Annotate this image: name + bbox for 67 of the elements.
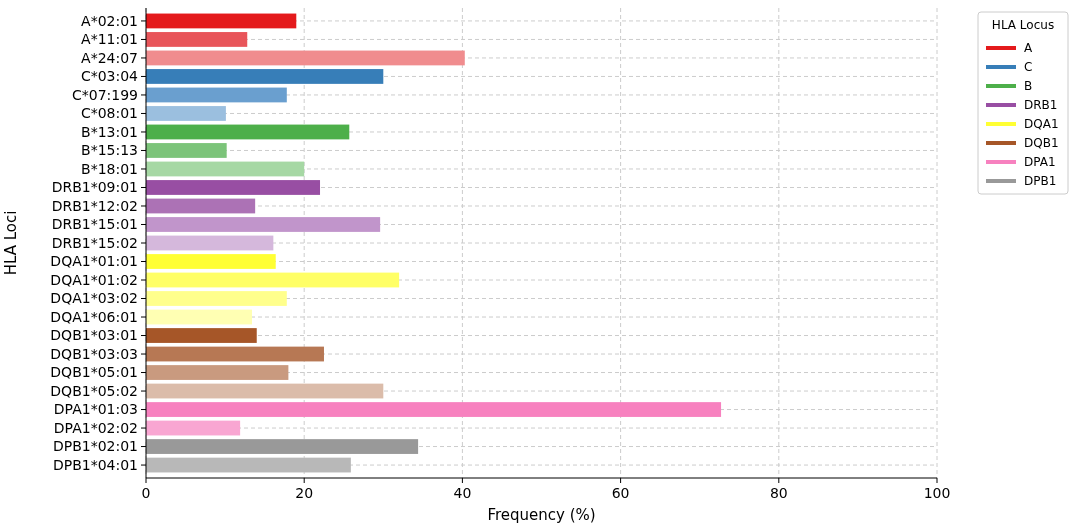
legend-title: HLA Locus [991, 18, 1055, 32]
bar [146, 365, 289, 380]
bar [146, 346, 324, 362]
legend-label: A [1024, 41, 1033, 56]
bar [146, 198, 256, 214]
y-tick-label: A*02:01 [81, 12, 138, 29]
x-axis-title: Frequency (%) [487, 506, 596, 524]
legend-label: B [1024, 79, 1033, 94]
bar [146, 161, 305, 177]
bar [146, 180, 321, 195]
legend-label: DQB1 [1024, 136, 1059, 151]
bar [146, 383, 384, 399]
y-tick-label: DPB1*04:01 [52, 456, 138, 473]
bar [146, 309, 252, 325]
bar [146, 69, 384, 84]
bar [146, 124, 350, 140]
legend-label: C [1024, 60, 1033, 75]
bar [146, 87, 287, 103]
y-tick-label: C*03:04 [80, 68, 139, 85]
bar [146, 50, 465, 66]
y-tick-label: DQB1*05:01 [50, 364, 138, 381]
y-tick-label: DQA1*03:02 [50, 290, 138, 307]
y-tick-label: DQA1*01:02 [50, 271, 138, 288]
y-tick-label: DPB1*02:01 [52, 438, 138, 455]
y-tick-label: DQB1*03:03 [50, 345, 138, 362]
bar [146, 402, 722, 417]
x-tick-label: 60 [611, 485, 630, 501]
y-tick-label: A*24:07 [81, 49, 138, 66]
y-tick-label: DPA1*02:02 [53, 419, 138, 436]
y-tick-label: DQB1*05:02 [50, 382, 138, 399]
bar [146, 254, 276, 269]
y-tick-label: A*11:01 [81, 31, 138, 48]
y-tick-label: DRB1*09:01 [51, 179, 138, 196]
bar [146, 457, 351, 473]
y-tick-label: B*15:13 [81, 142, 138, 159]
y-tick-label: DPA1*01:03 [53, 401, 138, 418]
y-tick-label: DRB1*12:02 [51, 197, 138, 214]
legend-label: DRB1 [1024, 98, 1058, 113]
y-tick-label: C*07:199 [71, 86, 138, 103]
y-tick-label: B*13:01 [81, 123, 138, 140]
x-tick-label: 40 [453, 485, 472, 501]
y-tick-label: DRB1*15:02 [51, 234, 138, 251]
bar [146, 32, 248, 47]
y-tick-label: DRB1*15:01 [51, 216, 138, 233]
legend-label: DQA1 [1024, 117, 1059, 132]
y-tick-label: B*18:01 [81, 160, 138, 177]
y-tick-label: DQB1*03:01 [50, 327, 138, 344]
y-axis-title: HLA Loci [2, 210, 20, 276]
x-tick-label: 20 [295, 485, 314, 501]
bar [146, 106, 226, 121]
bar [146, 291, 287, 306]
y-tick-label: DQA1*01:01 [50, 253, 138, 270]
bar [146, 217, 381, 232]
y-tick-label: C*08:01 [80, 105, 138, 122]
bar [146, 420, 241, 436]
x-tick-label: 80 [769, 485, 788, 501]
bar [146, 439, 419, 454]
legend-label: DPB1 [1024, 174, 1057, 189]
x-tick-label: 100 [923, 485, 951, 501]
bar [146, 235, 274, 251]
legend-label: DPA1 [1024, 155, 1056, 170]
x-tick-label: 0 [141, 485, 151, 501]
bar [146, 328, 257, 343]
bar [146, 13, 297, 29]
bar [146, 143, 227, 158]
y-tick-label: DQA1*06:01 [50, 308, 138, 325]
bar [146, 272, 400, 288]
